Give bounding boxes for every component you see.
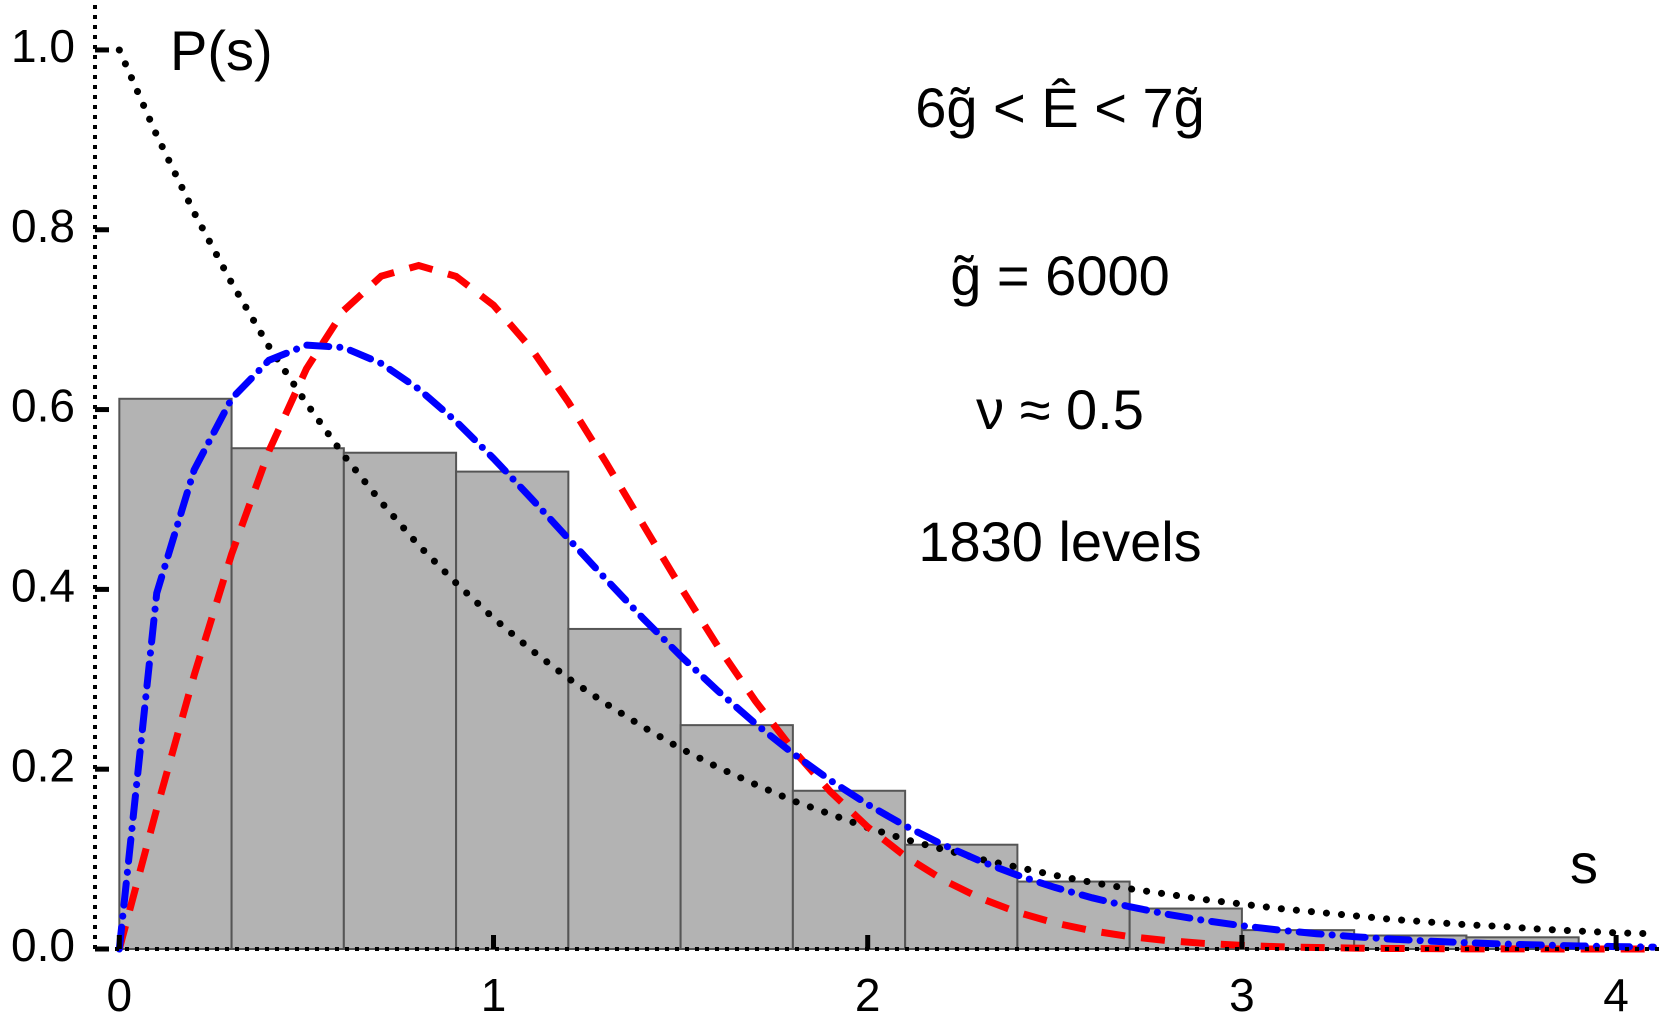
y-tick-label: 1.0: [11, 20, 75, 72]
annotation: 1830 levels: [918, 510, 1201, 573]
annotation: 6g̃ < Ê < 7g̃: [915, 76, 1205, 139]
bar: [455, 470, 570, 950]
x-axis-label: s: [1570, 832, 1598, 895]
x-tick-label: 4: [1603, 969, 1629, 1021]
x-tick-label: 2: [855, 969, 881, 1021]
bar: [230, 447, 345, 950]
y-tick-label: 0.6: [11, 380, 75, 432]
x-tick-label: 0: [107, 969, 133, 1021]
annotation: ν ≈ 0.5: [976, 378, 1144, 441]
y-tick-label: 0.0: [11, 919, 75, 971]
bar: [118, 397, 233, 951]
bar: [679, 724, 794, 950]
y-axis-label: P(s): [170, 19, 273, 82]
x-tick-label: 3: [1229, 969, 1255, 1021]
curve: [115, 46, 1658, 938]
y-tick-label: 0.4: [11, 560, 75, 612]
y-tick-label: 0.2: [11, 739, 75, 791]
bar: [342, 451, 458, 950]
bar: [567, 627, 682, 950]
annotation: g̃ = 6000: [950, 244, 1170, 307]
curve: [115, 341, 1658, 953]
y-tick-label: 0.8: [11, 200, 75, 252]
x-tick-label: 1: [481, 969, 507, 1021]
bar: [904, 843, 1019, 950]
